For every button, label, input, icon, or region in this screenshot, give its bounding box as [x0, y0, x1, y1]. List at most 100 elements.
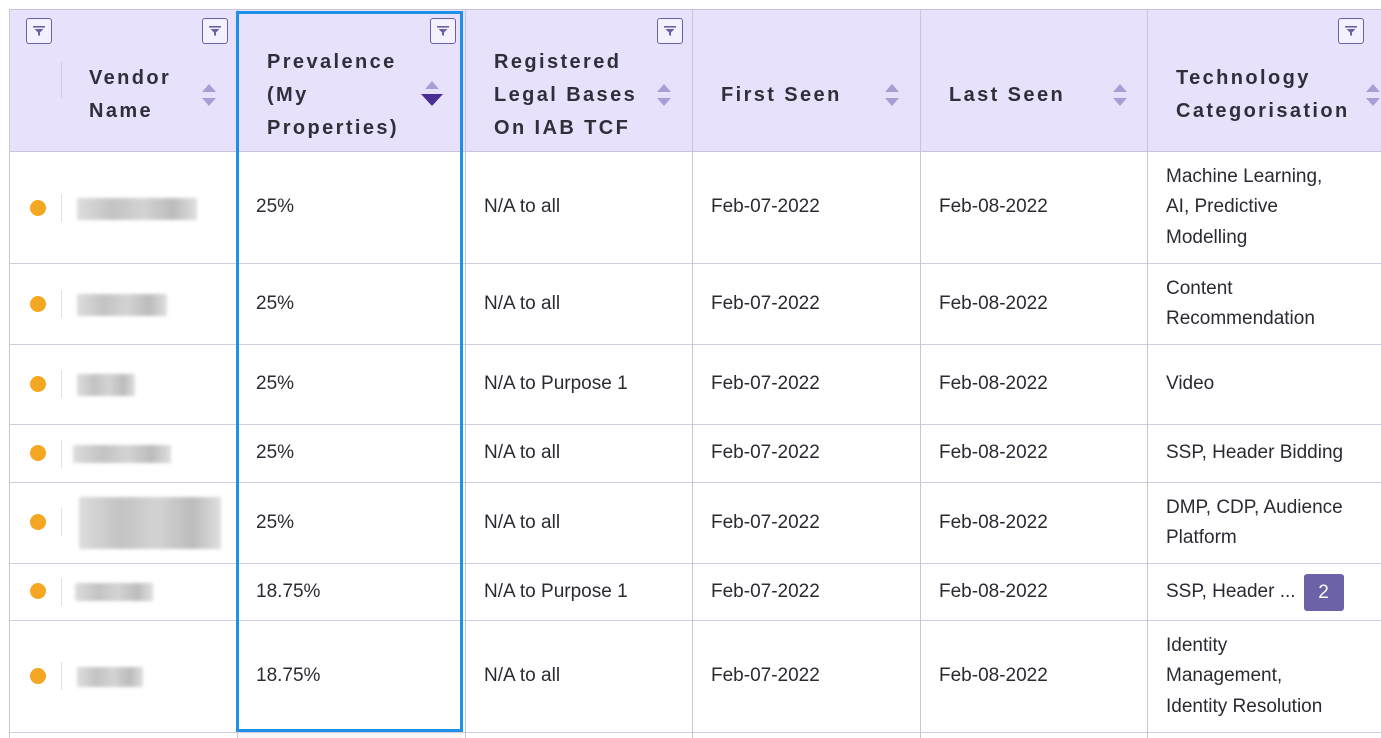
first-seen-cell: Feb-07-2022 — [711, 292, 820, 314]
technology-cell: Video — [1166, 373, 1215, 395]
column-divider — [1147, 10, 1148, 152]
row-divider — [61, 508, 62, 536]
row-divider — [61, 440, 62, 468]
first-seen-cell: Feb-07-2022 — [711, 511, 820, 533]
header-legal-bases: Registered Legal Bases On IAB TCF — [465, 10, 692, 152]
legal-bases-cell: N/A to all — [484, 511, 561, 533]
sort-up-down-icon[interactable] — [1112, 82, 1128, 108]
status-dot — [30, 514, 46, 530]
vendor-name-redacted[interactable] — [77, 198, 197, 220]
column-divider — [1147, 152, 1148, 738]
first-seen-cell: Feb-07-2022 — [711, 580, 820, 602]
filter-funnel-icon[interactable] — [26, 18, 52, 44]
header-divider — [61, 62, 62, 98]
first-seen-cell: Feb-07-2022 — [711, 196, 820, 218]
legal-bases-cell: N/A to all — [484, 196, 561, 218]
column-divider — [692, 152, 693, 738]
last-seen-cell: Feb-08-2022 — [939, 442, 1048, 464]
column-divider — [465, 10, 466, 152]
legal-bases-cell: N/A to all — [484, 292, 561, 314]
header-label[interactable]: Prevalence (My Properties) — [267, 51, 399, 139]
legal-bases-cell: N/A to all — [484, 665, 561, 687]
vendor-table: Vendor Name Prevalence (My Properties) — [9, 9, 1381, 738]
column-divider — [920, 10, 921, 152]
vendor-name-redacted[interactable] — [73, 445, 171, 463]
filter-funnel-icon[interactable] — [202, 18, 228, 44]
sort-up-down-icon[interactable] — [201, 82, 217, 108]
status-dot — [30, 376, 46, 392]
table-row[interactable]: 18.75% N/A to all Feb-07-2022 Feb-08-202… — [9, 621, 1381, 733]
status-dot — [30, 200, 46, 216]
first-seen-cell: Feb-07-2022 — [711, 665, 820, 687]
prevalence-cell: 25% — [256, 196, 295, 218]
row-divider — [61, 290, 62, 318]
vendor-name-redacted[interactable] — [77, 374, 135, 396]
table-row[interactable]: 25% N/A to all Feb-07-2022 Feb-08-2022 C… — [9, 264, 1381, 345]
header-last-seen: Last Seen — [920, 10, 1147, 152]
header-label[interactable]: First Seen — [721, 84, 842, 106]
status-dot — [30, 668, 46, 684]
sort-up-down-icon[interactable] — [884, 82, 900, 108]
header-label[interactable]: Technology Categorisation — [1176, 67, 1350, 122]
first-seen-cell: Feb-07-2022 — [711, 442, 820, 464]
row-divider — [61, 578, 62, 606]
last-seen-cell: Feb-08-2022 — [939, 373, 1048, 395]
vendor-name-redacted[interactable] — [79, 497, 221, 549]
filter-funnel-icon[interactable] — [1338, 18, 1364, 44]
sort-descending-icon[interactable] — [420, 78, 444, 108]
technology-cell: SSP, Header ... 2 — [1166, 564, 1378, 620]
column-divider — [237, 152, 238, 738]
row-divider — [61, 370, 62, 398]
filter-funnel-icon[interactable] — [430, 18, 456, 44]
column-divider — [692, 10, 693, 152]
prevalence-cell: 18.75% — [256, 665, 321, 687]
prevalence-cell: 25% — [256, 442, 295, 464]
more-count-badge[interactable]: 2 — [1303, 573, 1344, 611]
last-seen-cell: Feb-08-2022 — [939, 292, 1048, 314]
header-prevalence: Prevalence (My Properties) — [237, 10, 465, 152]
header-label[interactable]: Registered Legal Bases On IAB TCF — [494, 51, 638, 139]
header-first-seen: First Seen — [692, 10, 920, 152]
row-divider — [61, 194, 62, 222]
header-vendor-name: Vendor Name — [9, 10, 237, 152]
table-row[interactable]: 25% N/A to all Feb-07-2022 Feb-08-2022 S… — [9, 425, 1381, 483]
technology-cell: Machine Learning, AI, Predictive Modelli… — [1166, 165, 1323, 248]
table-row[interactable]: 25% N/A to all Feb-07-2022 Feb-08-2022 M… — [9, 152, 1381, 264]
last-seen-cell: Feb-08-2022 — [939, 580, 1048, 602]
column-divider — [920, 152, 921, 738]
last-seen-cell: Feb-08-2022 — [939, 196, 1048, 218]
sort-up-down-icon[interactable] — [656, 82, 672, 108]
first-seen-cell: Feb-07-2022 — [711, 373, 820, 395]
table-row[interactable]: 18.75% N/A to Purpose 1 Feb-07-2022 Feb-… — [9, 564, 1381, 621]
legal-bases-cell: N/A to Purpose 1 — [484, 373, 628, 395]
table-row[interactable]: 25% N/A to Purpose 1 Feb-07-2022 Feb-08-… — [9, 345, 1381, 425]
technology-text: SSP, Header ... — [1166, 580, 1296, 602]
last-seen-cell: Feb-08-2022 — [939, 511, 1048, 533]
row-divider — [61, 662, 62, 690]
vendor-name-redacted[interactable] — [77, 294, 167, 316]
table-row[interactable]: 25% N/A to all Feb-07-2022 Feb-08-2022 D… — [9, 483, 1381, 564]
status-dot — [30, 445, 46, 461]
header-label[interactable]: Last Seen — [949, 84, 1066, 106]
status-dot — [30, 296, 46, 312]
technology-cell: SSP, Header Bidding — [1166, 442, 1344, 464]
vendor-name-redacted[interactable] — [77, 667, 143, 687]
filter-funnel-icon[interactable] — [657, 18, 683, 44]
technology-cell: Identity Management, Identity Resolution — [1166, 634, 1323, 717]
prevalence-cell: 25% — [256, 511, 295, 533]
header-label[interactable]: Vendor Name — [89, 67, 172, 122]
vendor-name-redacted[interactable] — [75, 583, 153, 601]
technology-cell: DMP, CDP, Audience Platform — [1166, 496, 1343, 549]
prevalence-cell: 18.75% — [256, 580, 321, 602]
sort-up-down-icon[interactable] — [1365, 82, 1381, 108]
technology-cell: Content Recommendation — [1166, 277, 1315, 330]
last-seen-cell: Feb-08-2022 — [939, 665, 1048, 687]
column-divider — [465, 152, 466, 738]
legal-bases-cell: N/A to Purpose 1 — [484, 580, 628, 602]
table-header: Vendor Name Prevalence (My Properties) — [9, 9, 1381, 152]
table-left-border — [9, 9, 10, 738]
prevalence-cell: 25% — [256, 292, 295, 314]
prevalence-cell: 25% — [256, 373, 295, 395]
status-dot — [30, 583, 46, 599]
legal-bases-cell: N/A to all — [484, 442, 561, 464]
